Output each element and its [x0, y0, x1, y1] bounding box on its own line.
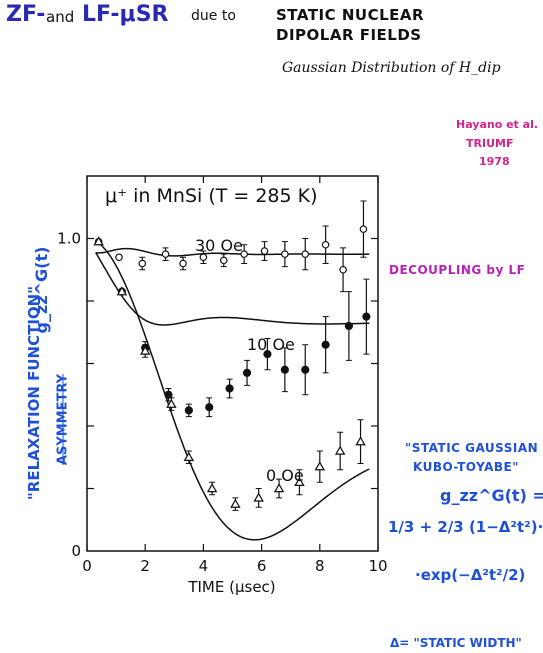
point-30-oe	[240, 250, 248, 258]
kubo-toyabe-formula-2: ·exp(−Δ²t²/2)	[415, 566, 526, 584]
x-tick-label: 10	[368, 557, 387, 575]
point-30-oe	[339, 265, 347, 274]
point-10-oe	[362, 312, 371, 321]
title-due-to: due to	[191, 8, 236, 24]
fit-curve-0-oe	[95, 240, 370, 541]
point-30-oe	[321, 240, 330, 249]
series-label-0-oe: 0 Oe	[266, 466, 304, 485]
series-label-10-oe: 10 Oe	[247, 335, 295, 354]
point-0-oe	[355, 436, 366, 446]
point-10-oe	[301, 365, 310, 374]
point-10-oe	[321, 340, 330, 349]
series-labels: 30 Oe 10 Oe 0 Oe	[195, 236, 304, 485]
point-10-oe	[225, 384, 234, 393]
subtitle-gaussian: Gaussian Distribution of H_dip	[282, 60, 501, 76]
point-10-oe	[205, 403, 214, 412]
point-30-oe	[115, 253, 123, 262]
point-30-oe	[359, 225, 368, 233]
point-0-oe	[294, 476, 305, 486]
point-10-oe	[263, 350, 272, 359]
title-and: and	[46, 8, 75, 26]
point-0-oe	[139, 345, 151, 355]
point-30-oe	[161, 250, 170, 258]
kubo-toyabe-title-1: "STATIC GAUSSIAN	[405, 441, 539, 455]
x-axis-label: TIME (μsec)	[187, 578, 275, 596]
point-0-oe	[273, 483, 285, 493]
title-line2: DIPOLAR FIELDS	[276, 26, 422, 44]
point-0-oe	[314, 461, 326, 471]
kubo-toyabe-lhs: g_zz^G(t) =	[440, 486, 543, 505]
point-30-oe	[199, 253, 208, 262]
point-0-oe	[183, 451, 195, 461]
point-30-oe	[138, 259, 147, 268]
y-tick-label: 1.0	[57, 230, 81, 248]
axis-ticks: 0 2 4 6 8 10 1.0 0	[57, 176, 388, 575]
point-0-oe	[166, 398, 177, 408]
point-0-oe	[206, 483, 218, 493]
point-10-oe	[184, 406, 193, 415]
series-label-30-oe: 30 Oe	[195, 236, 243, 255]
fit-curves	[95, 240, 370, 541]
static-width-note: Δ= "STATIC WIDTH"	[390, 636, 522, 650]
point-10-oe	[164, 390, 173, 399]
point-0-oe	[253, 492, 264, 502]
point-10-oe	[280, 365, 289, 374]
reference-authors: Hayano et al.	[456, 118, 539, 131]
point-30-oe	[281, 250, 289, 258]
title-zf: ZF-	[6, 2, 46, 27]
point-10-oe	[242, 368, 252, 377]
decoupling-note: DECOUPLING by LF	[389, 263, 526, 277]
x-tick-label: 6	[257, 557, 267, 575]
reference-lab: TRIUMF	[466, 137, 514, 150]
chart-title: μ⁺ in MnSi (T = 285 K)	[105, 185, 318, 207]
point-30-oe	[301, 250, 310, 258]
plot-frame	[86, 175, 379, 552]
title-line1: STATIC NUCLEAR	[276, 6, 425, 24]
point-0-oe	[334, 445, 346, 455]
title-lf: LF-μSR	[82, 2, 169, 27]
x-tick-label: 2	[140, 557, 150, 575]
fit-curve-30-oe	[95, 247, 370, 257]
point-0-oe	[93, 236, 104, 246]
kubo-toyabe-title-2: KUBO-TOYABE"	[413, 460, 520, 474]
point-0-oe	[230, 498, 241, 508]
y-axis-label: g_zz^G(t)	[32, 247, 51, 334]
x-tick-label: 0	[82, 557, 92, 575]
data-points	[93, 200, 371, 511]
point-30-oe	[219, 256, 228, 265]
point-30-oe	[179, 259, 187, 268]
kubo-toyabe-formula-1: 1/3 + 2/3 (1−Δ²t²)·	[388, 518, 543, 536]
x-tick-label: 8	[315, 557, 325, 575]
point-0-oe	[116, 286, 128, 296]
y-tick-label: 0	[71, 542, 81, 560]
x-tick-label: 4	[199, 557, 209, 575]
point-30-oe	[260, 247, 269, 255]
point-10-oe	[344, 321, 353, 331]
fit-curve-10-oe	[95, 252, 370, 326]
reference-year: 1978	[479, 155, 510, 168]
